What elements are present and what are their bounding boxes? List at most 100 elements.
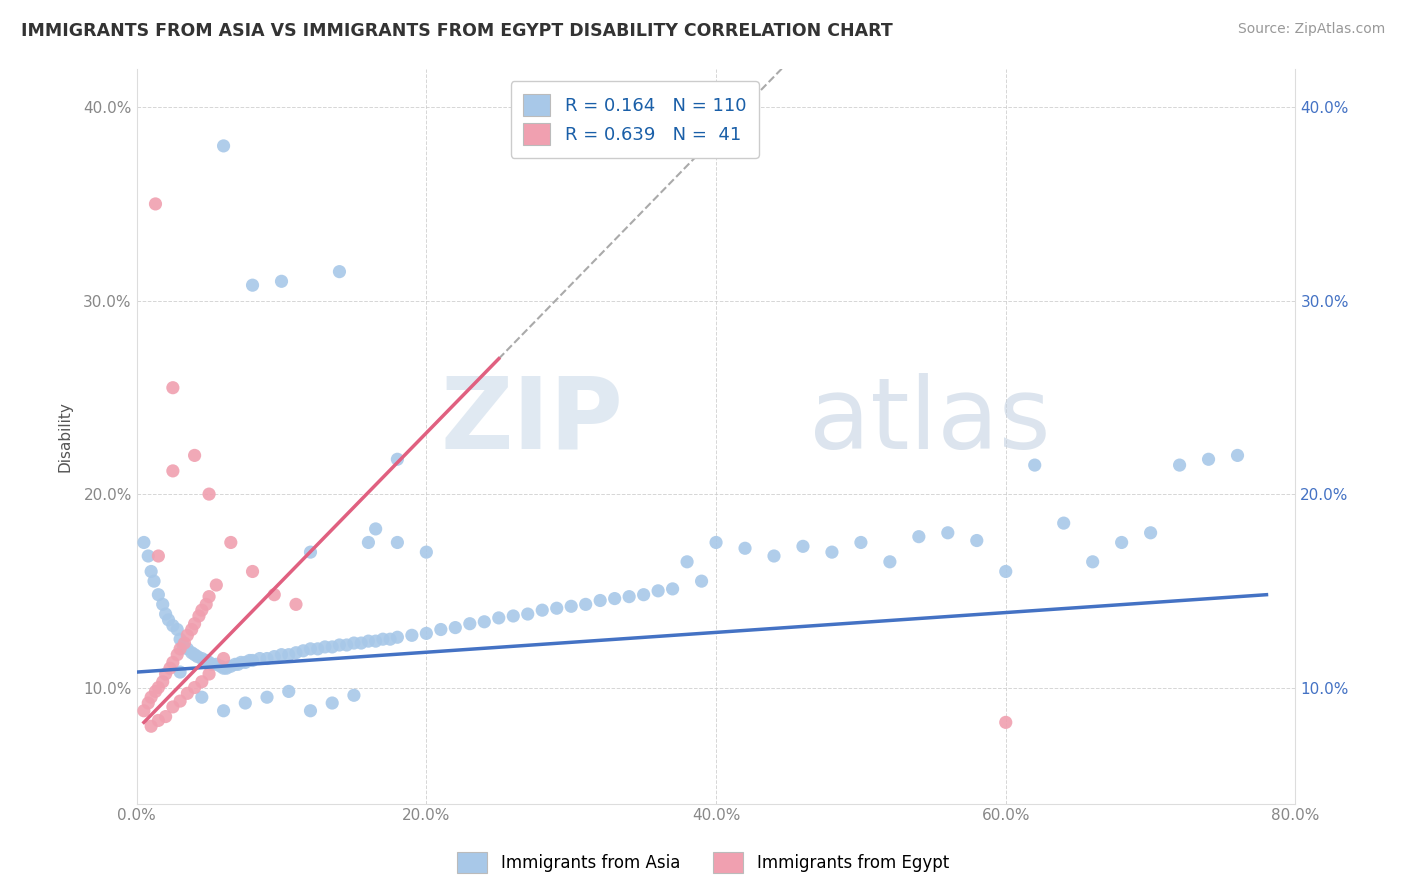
Point [994, 565, 1017, 579]
Point [292, 644, 315, 658]
Point [617, 590, 640, 604]
Point [263, 588, 285, 602]
Point [169, 665, 191, 679]
Point [183, 616, 205, 631]
Point [472, 615, 495, 629]
Point [198, 590, 221, 604]
Point [879, 555, 901, 569]
Point [350, 636, 373, 650]
Y-axis label: Disability: Disability [58, 401, 72, 472]
Point [270, 274, 292, 288]
Point [162, 699, 184, 714]
Point [148, 588, 170, 602]
Point [343, 636, 366, 650]
Point [277, 648, 299, 662]
Point [166, 623, 188, 637]
Point [378, 632, 401, 647]
Point [148, 681, 170, 695]
Point [166, 648, 188, 662]
Point [157, 613, 180, 627]
Point [690, 574, 713, 589]
Point [155, 607, 177, 621]
Point [387, 630, 409, 644]
Point [143, 574, 166, 589]
Point [1081, 555, 1104, 569]
Point [1226, 449, 1249, 463]
Point [371, 632, 394, 647]
Point [256, 690, 278, 705]
Point [191, 651, 214, 665]
Point [908, 530, 931, 544]
Point [516, 607, 538, 621]
Point [187, 609, 209, 624]
Point [994, 715, 1017, 730]
Point [195, 653, 218, 667]
Point [198, 656, 221, 670]
Point [162, 381, 184, 395]
Point [198, 667, 221, 681]
Point [321, 696, 343, 710]
Point [430, 623, 453, 637]
Text: ZIP: ZIP [440, 373, 623, 470]
Point [531, 603, 554, 617]
Text: atlas: atlas [808, 373, 1050, 470]
Point [242, 653, 264, 667]
Point [270, 648, 292, 662]
Point [263, 649, 285, 664]
Point [560, 599, 582, 614]
Point [1024, 458, 1046, 472]
Point [444, 621, 467, 635]
Text: IMMIGRANTS FROM ASIA VS IMMIGRANTS FROM EGYPT DISABILITY CORRELATION CHART: IMMIGRANTS FROM ASIA VS IMMIGRANTS FROM … [21, 22, 893, 40]
Point [173, 636, 195, 650]
Point [314, 640, 336, 654]
Point [661, 582, 683, 596]
Point [176, 641, 198, 656]
Point [212, 704, 235, 718]
Point [502, 609, 524, 624]
Point [209, 659, 232, 673]
Point [647, 583, 669, 598]
Point [169, 641, 191, 656]
Point [488, 611, 510, 625]
Point [176, 686, 198, 700]
Point [1139, 525, 1161, 540]
Point [343, 688, 366, 702]
Point [215, 661, 238, 675]
Point [155, 709, 177, 723]
Point [357, 634, 380, 648]
Point [233, 696, 256, 710]
Point [364, 522, 387, 536]
Point [1053, 516, 1076, 530]
Point [152, 674, 174, 689]
Point [328, 265, 350, 279]
Point [1198, 452, 1220, 467]
Point [162, 656, 184, 670]
Point [762, 549, 785, 563]
Point [132, 704, 155, 718]
Point [169, 632, 191, 647]
Point [201, 657, 224, 672]
Point [285, 598, 308, 612]
Point [299, 704, 322, 718]
Point [186, 649, 208, 664]
Point [180, 623, 202, 637]
Text: Source: ZipAtlas.com: Source: ZipAtlas.com [1237, 22, 1385, 37]
Point [183, 681, 205, 695]
Point [233, 656, 256, 670]
Point [229, 656, 252, 670]
Point [169, 694, 191, 708]
Legend: R = 0.164   N = 110, R = 0.639   N =  41: R = 0.164 N = 110, R = 0.639 N = 41 [510, 81, 759, 158]
Point [180, 646, 202, 660]
Point [387, 535, 409, 549]
Point [205, 657, 228, 672]
Point [285, 646, 308, 660]
Point [136, 549, 159, 563]
Point [219, 535, 242, 549]
Point [145, 684, 167, 698]
Point [401, 628, 423, 642]
Point [633, 588, 655, 602]
Point [224, 657, 246, 672]
Point [299, 641, 322, 656]
Point [205, 578, 228, 592]
Point [277, 684, 299, 698]
